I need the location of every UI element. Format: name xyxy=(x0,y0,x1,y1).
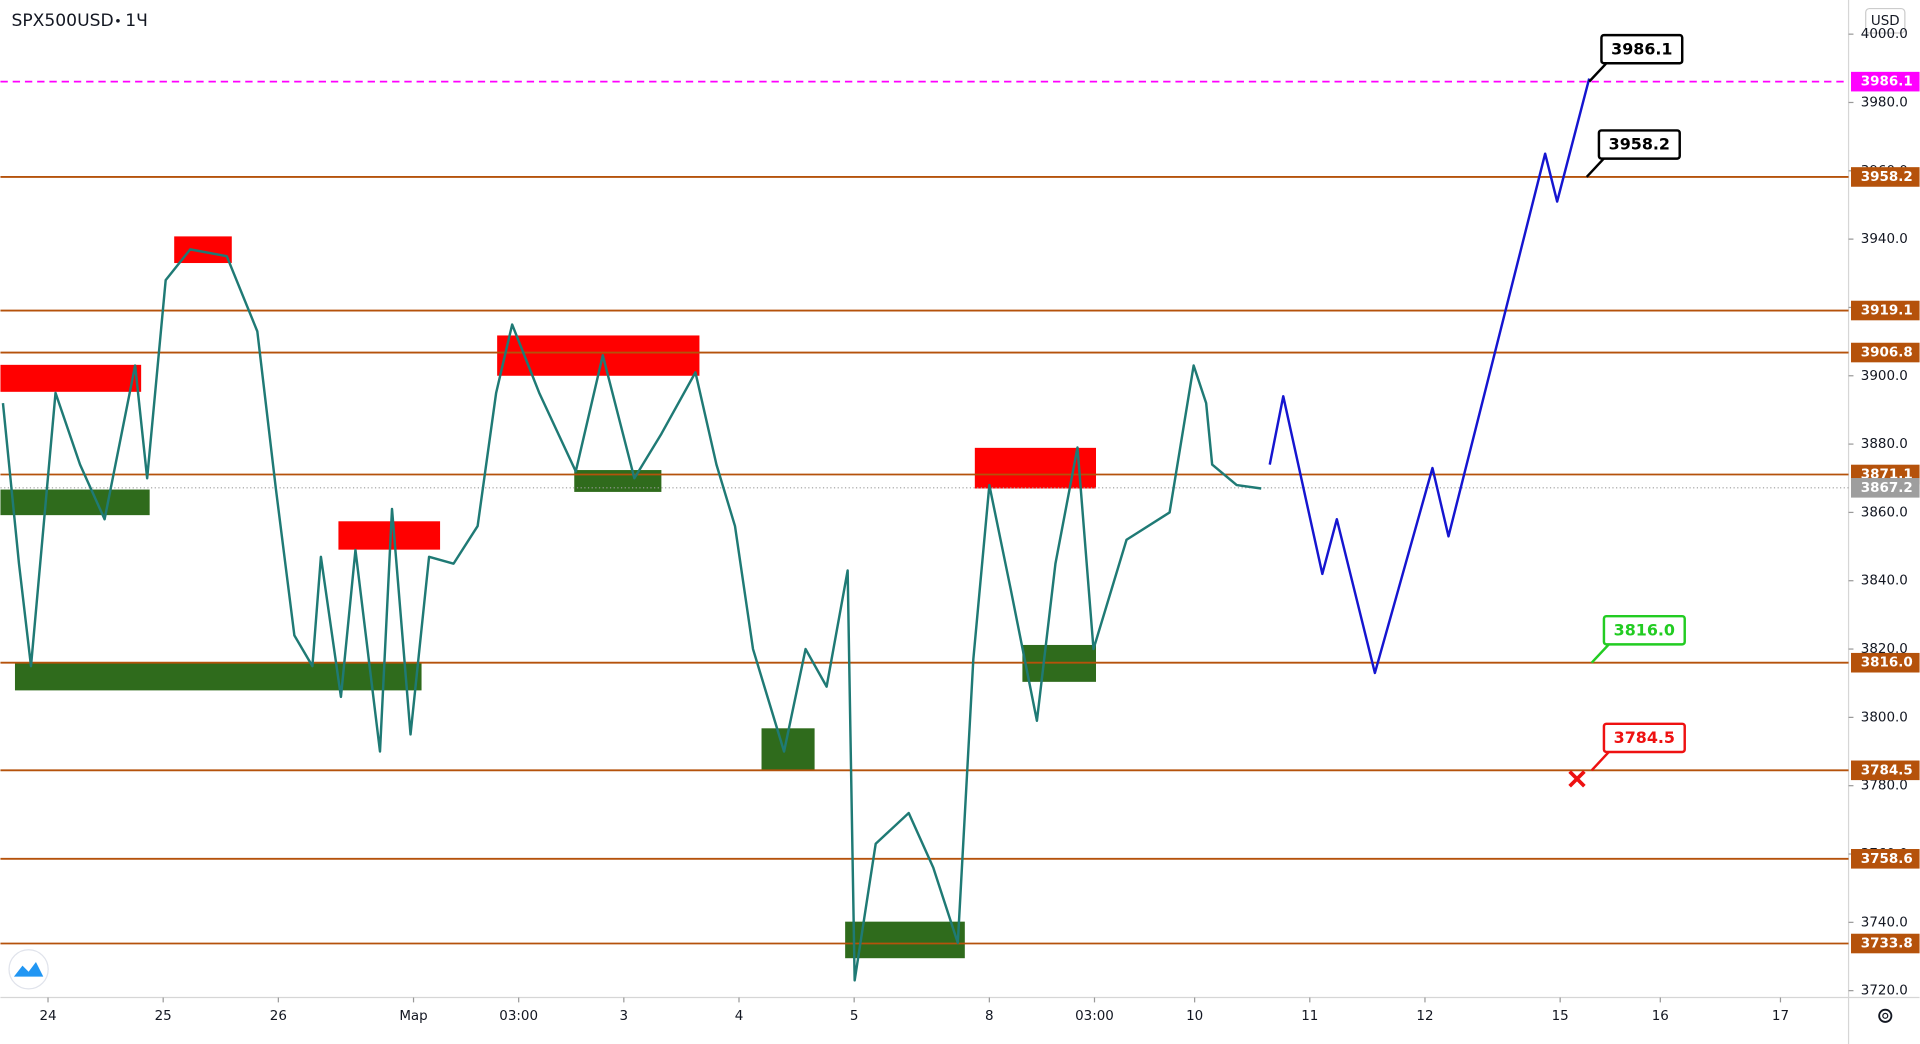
level-tag xyxy=(1851,342,1920,363)
callout-pointer xyxy=(1590,643,1610,664)
y-tick-label: 3900.0 xyxy=(1861,369,1908,384)
x-tick-label: 12 xyxy=(1416,1009,1433,1024)
callout-label: 3986.1 xyxy=(1611,39,1672,58)
callout-label: 3816.0 xyxy=(1614,620,1675,639)
currency-box[interactable] xyxy=(1865,7,1906,34)
y-tick-label: 3980.0 xyxy=(1861,95,1908,110)
x-tick-label: 25 xyxy=(155,1009,172,1024)
price-line xyxy=(1268,78,1591,675)
zone xyxy=(574,470,662,492)
level-label: 3758.6 xyxy=(1861,852,1913,867)
x-tick-label: 03:00 xyxy=(499,1009,538,1024)
level-label: 3986.1 xyxy=(1861,75,1913,90)
zone xyxy=(14,663,422,691)
zone xyxy=(0,489,150,516)
settings[interactable] xyxy=(1878,1008,1893,1023)
level-tag xyxy=(1851,933,1920,954)
level-label: 3733.8 xyxy=(1861,937,1913,952)
x-tick-label: 11 xyxy=(1301,1009,1318,1024)
y-tick-label: 3940.0 xyxy=(1861,232,1908,247)
level-tag xyxy=(1851,652,1920,673)
interval[interactable]: 1Ч xyxy=(125,11,148,31)
symbol: SPX500USD xyxy=(11,11,113,31)
stop-cross xyxy=(1568,770,1586,788)
x-tick-label: 15 xyxy=(1552,1009,1569,1024)
x-tick-label: 10 xyxy=(1186,1009,1203,1024)
x-tick-label: Мар xyxy=(399,1009,427,1024)
callout-box xyxy=(1602,722,1686,754)
zone xyxy=(0,364,142,392)
level-label: 3816.0 xyxy=(1861,656,1913,671)
callout-pointer xyxy=(1585,157,1605,178)
callout-box xyxy=(1602,614,1686,646)
zone xyxy=(845,921,965,959)
y-tick-label: 3860.0 xyxy=(1861,505,1908,520)
x-tick-label: 8 xyxy=(985,1009,994,1024)
y-tick-label: 3720.0 xyxy=(1861,984,1908,999)
price-line xyxy=(1,248,1262,982)
level-tag xyxy=(1851,478,1920,498)
y-tick-label: 3800.0 xyxy=(1861,710,1908,725)
level-label: 3958.2 xyxy=(1861,170,1913,185)
x-tick-label: 24 xyxy=(39,1009,56,1024)
x-tick-label: 5 xyxy=(850,1009,859,1024)
currency: USD xyxy=(1871,14,1900,29)
y-tick-label: 3780.0 xyxy=(1861,779,1908,794)
callout-label: 3958.2 xyxy=(1609,135,1670,154)
separator xyxy=(116,18,120,23)
callout-pointer xyxy=(1590,751,1610,772)
level-label: 3919.1 xyxy=(1861,304,1913,319)
x-tick-label: 16 xyxy=(1652,1009,1669,1024)
callout-label: 3784.5 xyxy=(1614,728,1675,747)
level-label: 3784.5 xyxy=(1861,763,1913,778)
level-label: 3867.2 xyxy=(1861,481,1913,496)
level-tag xyxy=(1851,167,1920,187)
x-tick-label: 03:00 xyxy=(1075,1009,1114,1024)
x-tick-label: 3 xyxy=(620,1009,629,1024)
y-tick-label: 4000.0 xyxy=(1861,27,1908,42)
level-label: 3906.8 xyxy=(1861,346,1913,361)
x-tick-label: 26 xyxy=(270,1009,287,1024)
callout-pointer xyxy=(1588,62,1608,83)
y-tick-label: 3740.0 xyxy=(1861,915,1908,930)
x-tick-label: 4 xyxy=(735,1009,744,1024)
y-tick-label: 3880.0 xyxy=(1861,437,1908,452)
level-tag xyxy=(1851,300,1920,321)
callout-box xyxy=(1597,129,1681,160)
level-tag xyxy=(1851,71,1920,92)
level-tag xyxy=(1851,849,1920,869)
x-tick-label: 17 xyxy=(1772,1009,1789,1024)
logo[interactable] xyxy=(8,949,49,990)
y-tick-label: 3840.0 xyxy=(1861,574,1908,589)
level-tag xyxy=(1851,760,1920,781)
callout-box xyxy=(1600,33,1684,65)
